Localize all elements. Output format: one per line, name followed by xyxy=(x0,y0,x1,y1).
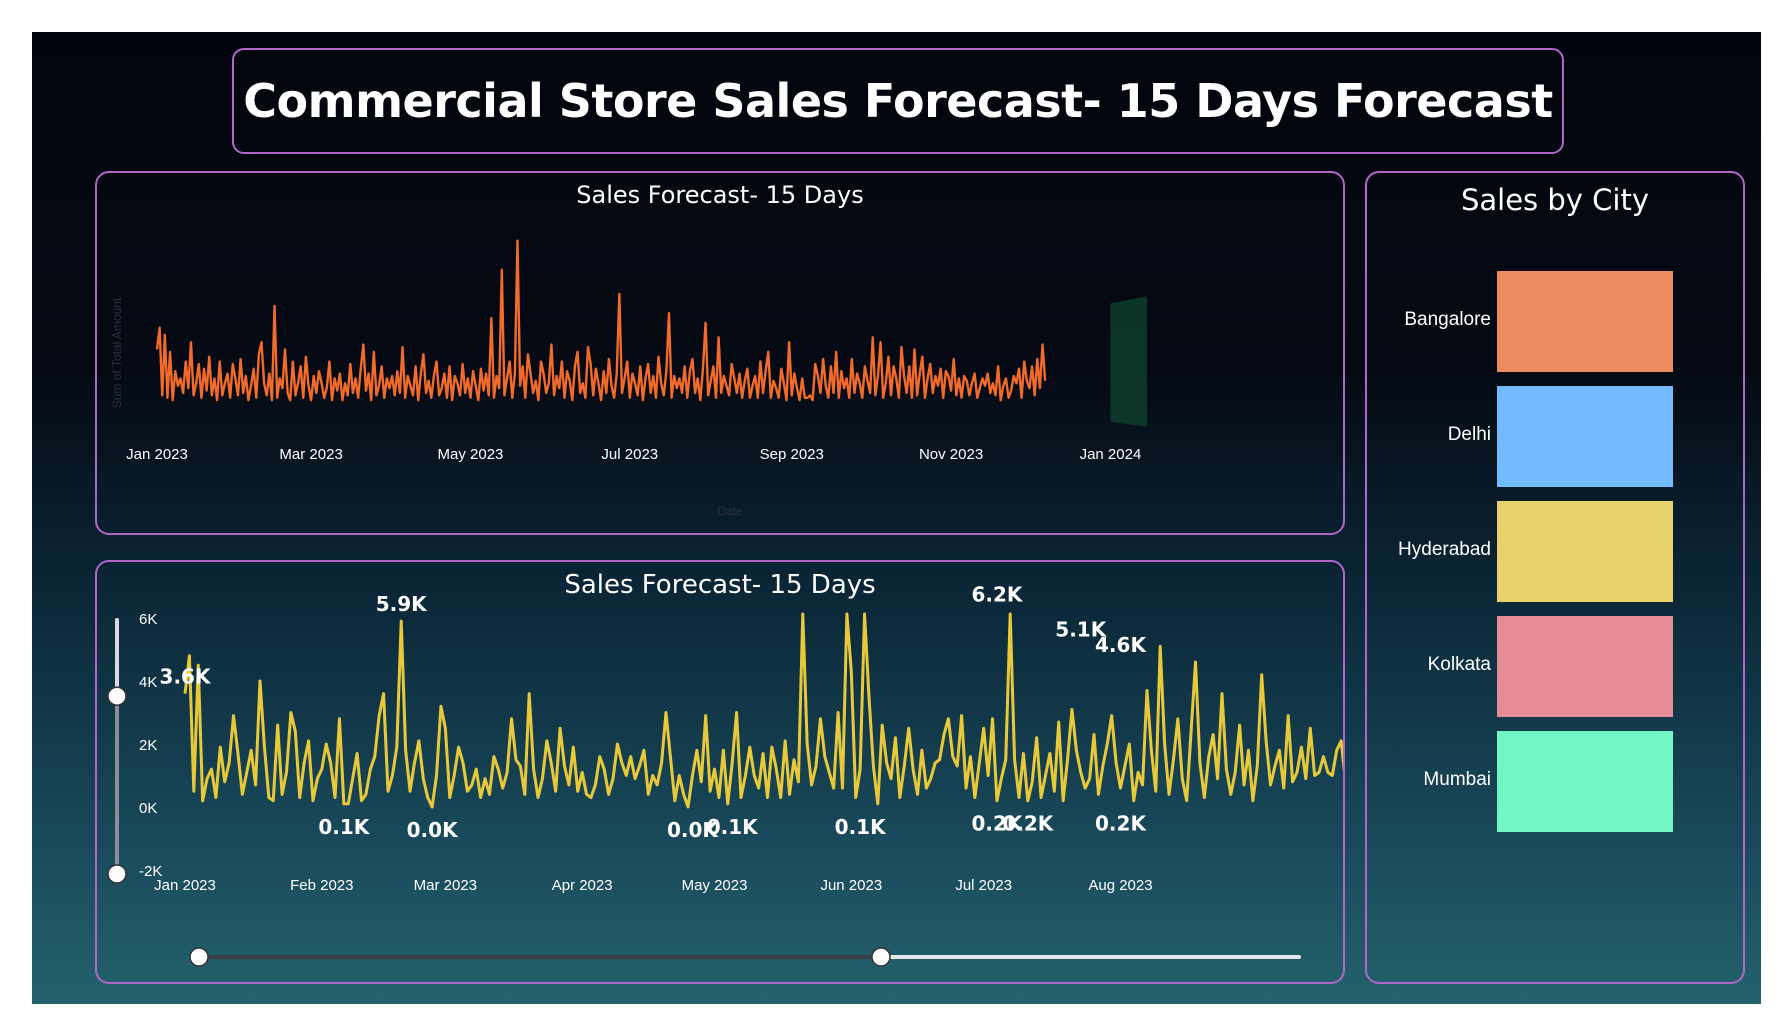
x-zoom-slider[interactable] xyxy=(190,948,1299,966)
bottom-x-tick-label: Jul 2023 xyxy=(955,877,1012,894)
page-title: Commercial Store Sales Forecast- 15 Days… xyxy=(243,74,1552,128)
bottom-x-tick-label: Feb 2023 xyxy=(290,877,353,894)
top-forecast-panel: Sales Forecast- 15 Days Sum of Total Amo… xyxy=(95,171,1345,535)
data-label: 0.0K xyxy=(407,818,459,842)
bottom-x-tick-label: May 2023 xyxy=(682,877,748,894)
data-label: 4.6K xyxy=(1095,633,1147,657)
bottom-forecast-panel: Sales Forecast- 15 Days 6K 4K 2K 0K -2K 3.6K… xyxy=(95,560,1345,984)
city-chart-title: Sales by City xyxy=(1367,183,1743,217)
top-x-tick-label: Nov 2023 xyxy=(919,446,983,463)
city-label-delhi: Delhi xyxy=(1448,424,1491,446)
city-label-bangalore: Bangalore xyxy=(1404,309,1491,331)
top-x-tick-label: Mar 2023 xyxy=(279,446,342,463)
data-label: 6.2K xyxy=(971,583,1023,607)
city-bar-delhi[interactable] xyxy=(1497,386,1673,487)
y-zoom-slider[interactable] xyxy=(108,620,126,883)
city-bar-hyderabad[interactable] xyxy=(1497,501,1673,602)
y-zoom-handle-top[interactable] xyxy=(108,687,126,705)
data-label: 0.1K xyxy=(707,815,759,839)
bottom-x-tick-label: Apr 2023 xyxy=(552,877,613,894)
top-x-tick-label: Jan 2024 xyxy=(1080,446,1142,463)
top-x-tick-label: Jan 2023 xyxy=(126,446,188,463)
city-bar-mumbai[interactable] xyxy=(1497,731,1673,832)
data-label: 0.2K xyxy=(1095,812,1147,836)
city-label-hyderabad: Hyderabad xyxy=(1398,539,1491,561)
bottom-y-tick-label: 0K xyxy=(139,800,157,817)
bottom-x-tick-label: Jan 2023 xyxy=(154,877,216,894)
x-zoom-handle-right[interactable] xyxy=(872,948,890,966)
top-x-tick-label: May 2023 xyxy=(438,446,504,463)
bottom-series-line xyxy=(185,614,1343,807)
city-bar-bangalore[interactable] xyxy=(1497,271,1673,372)
top-y-axis-label: Sum of Total Amount xyxy=(110,297,124,408)
title-box: Commercial Store Sales Forecast- 15 Days… xyxy=(232,48,1564,154)
sales-by-city-panel: Sales by City Bangalore Delhi Hyderabad Kol… xyxy=(1365,171,1745,984)
bottom-x-tick-label: Mar 2023 xyxy=(414,877,477,894)
data-label: 5.9K xyxy=(376,592,428,616)
forecast-band xyxy=(1110,296,1147,426)
y-zoom-handle-bottom[interactable] xyxy=(108,865,126,883)
data-label: 0.1K xyxy=(835,815,887,839)
bottom-x-tick-label: Jun 2023 xyxy=(820,877,882,894)
data-label: 0.1K xyxy=(318,815,370,839)
city-label-kolkata: Kolkata xyxy=(1428,654,1491,676)
city-bar-kolkata[interactable] xyxy=(1497,616,1673,717)
top-x-tick-label: Sep 2023 xyxy=(760,446,824,463)
top-line-chart: Sum of Total Amount Date Jan 2023 Mar 202… xyxy=(97,173,1343,533)
dashboard-canvas: Commercial Store Sales Forecast- 15 Days… xyxy=(32,32,1761,1004)
data-label: 3.6K xyxy=(160,665,212,689)
top-series-line xyxy=(157,241,1045,400)
top-x-tick-label: Jul 2023 xyxy=(601,446,658,463)
bottom-y-tick-label: 2K xyxy=(139,737,157,754)
city-label-mumbai: Mumbai xyxy=(1423,769,1491,791)
top-x-axis-label: Date xyxy=(717,504,743,518)
x-zoom-handle-left[interactable] xyxy=(190,948,208,966)
data-label: 0.2K xyxy=(1002,812,1054,836)
bottom-y-tick-label: 6K xyxy=(139,611,157,628)
bottom-x-tick-label: Aug 2023 xyxy=(1088,877,1152,894)
bottom-y-tick-label: 4K xyxy=(139,674,157,691)
